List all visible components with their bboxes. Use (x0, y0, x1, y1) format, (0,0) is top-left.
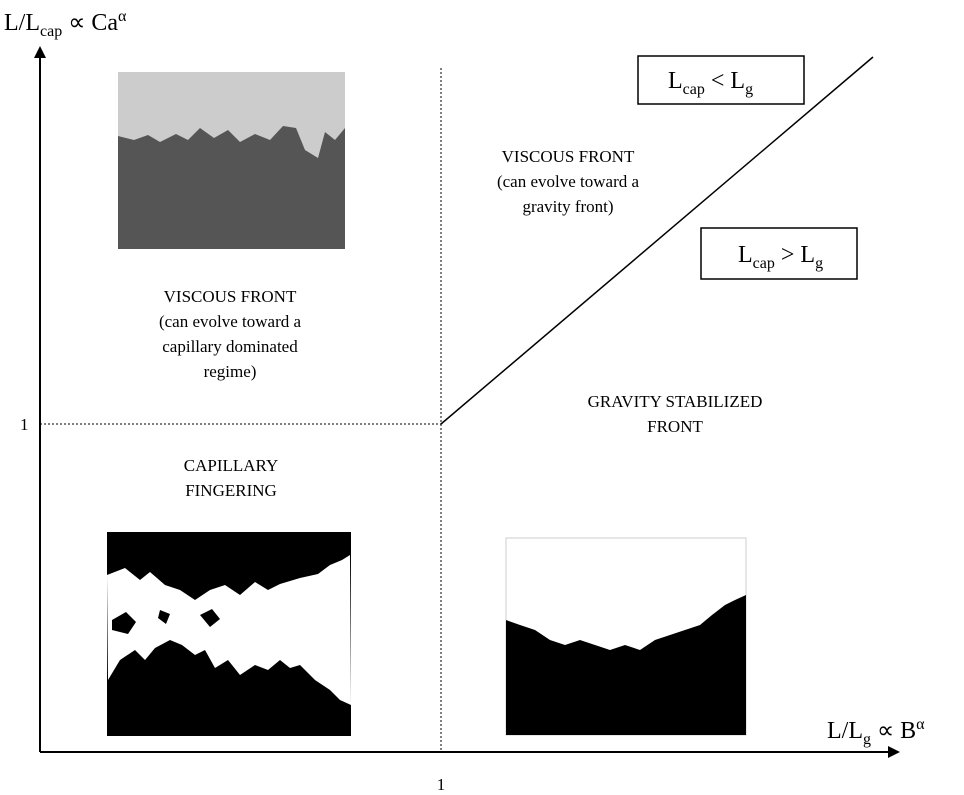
text-part: α (118, 8, 127, 25)
regime-box-label: Lcap < Lg (668, 68, 753, 98)
image-capillary (107, 532, 351, 736)
region-line: FINGERING (185, 481, 277, 500)
region-line: FRONT (647, 417, 703, 436)
text-part: L/L (827, 718, 863, 744)
text-part: cap (683, 81, 705, 98)
region-label: VISCOUS FRONT (can evolve toward a gravi… (497, 147, 640, 216)
regime-box-label: Lcap > Lg (738, 242, 823, 272)
region-line: gravity front) (522, 197, 613, 216)
text-part: ∝ B (871, 718, 916, 744)
text-part: g (863, 731, 871, 748)
diagram: L/Lcap ∝ Caα L/Lg ∝ Bα 1 1 Lcap < Lg Lca… (0, 0, 964, 795)
x-axis-label: L/Lg ∝ Bα (827, 716, 925, 748)
text-part: < L (705, 68, 745, 94)
text-part: cap (753, 255, 775, 272)
image-gravity (506, 538, 746, 735)
text-part: L/L (4, 10, 40, 36)
region-label: CAPILLARY FINGERING (184, 456, 278, 500)
text-part: ∝ Ca (62, 10, 118, 36)
text-part: cap (40, 23, 62, 40)
region-line: (can evolve toward a (497, 172, 640, 191)
y-axis-label: L/Lcap ∝ Caα (4, 8, 127, 40)
image-viscous (118, 72, 345, 249)
y-tick-label: 1 (20, 415, 29, 434)
region-line: VISCOUS FRONT (502, 147, 635, 166)
text-part: > L (775, 242, 815, 268)
text-part: α (916, 716, 925, 733)
region-label: GRAVITY STABILIZED FRONT (588, 392, 763, 436)
text-part: L (668, 68, 683, 94)
region-line: regime) (204, 362, 257, 381)
region-label: VISCOUS FRONT (can evolve toward a capil… (159, 287, 302, 381)
region-line: (can evolve toward a (159, 312, 302, 331)
region-line: GRAVITY STABILIZED (588, 392, 763, 411)
x-tick-label: 1 (437, 775, 446, 794)
text-part: L (738, 242, 753, 268)
region-line: capillary dominated (162, 337, 298, 356)
text-part: g (815, 255, 823, 272)
region-line: VISCOUS FRONT (164, 287, 297, 306)
text-part: g (745, 81, 753, 98)
region-line: CAPILLARY (184, 456, 278, 475)
